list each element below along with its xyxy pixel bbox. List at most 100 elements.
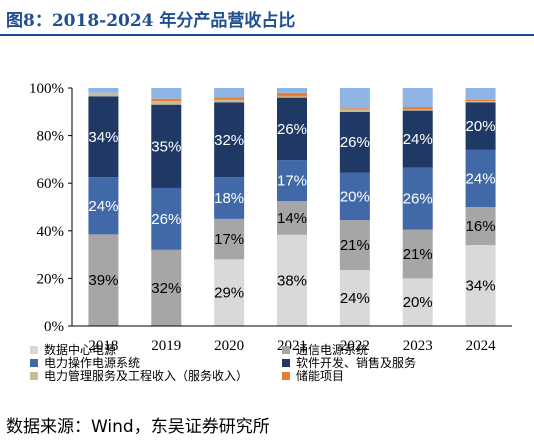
data-label: 20% — [340, 188, 370, 205]
data-label: 18% — [214, 190, 244, 207]
y-tick-label: 0% — [44, 319, 64, 335]
data-label: 20% — [466, 118, 496, 135]
data-label: 21% — [403, 246, 433, 263]
legend-label: 储能项目 — [296, 368, 344, 383]
y-tick-label: 100% — [29, 81, 64, 97]
data-label: 26% — [403, 191, 433, 208]
bar-segment — [88, 92, 119, 97]
bar-segment — [88, 177, 119, 235]
bar-segment — [277, 160, 307, 201]
bar-segment — [339, 111, 370, 173]
bar-segment — [402, 88, 433, 108]
bar-segment — [88, 88, 119, 93]
y-tick-label: 80% — [37, 129, 65, 145]
bar-segment — [151, 98, 182, 102]
figure-title: 图8：2018-2024 年分产品营收占比 — [6, 11, 296, 31]
data-label: 17% — [214, 231, 244, 248]
bar-segment — [465, 149, 496, 207]
data-label: 24% — [340, 290, 370, 307]
bar-segment — [465, 88, 496, 100]
x-tick-label: 2024 — [466, 338, 497, 354]
legend-swatch — [30, 359, 38, 367]
data-label: 24% — [466, 170, 496, 187]
bar-segment — [214, 177, 245, 219]
bar-segment — [277, 92, 307, 97]
y-tick-label: 40% — [37, 224, 65, 240]
data-label: 14% — [277, 210, 307, 227]
x-tick-label: 2019 — [151, 338, 181, 354]
legend-label: 数据中心电源 — [44, 342, 116, 357]
data-label: 24% — [403, 131, 433, 148]
bar-segment — [277, 88, 307, 93]
source-note: 数据来源：Wind，东吴证券研究所 — [6, 417, 270, 437]
bar-segment — [465, 245, 496, 326]
bar-segment — [402, 107, 433, 110]
bar-segment — [465, 102, 496, 150]
data-label: 20% — [403, 294, 433, 311]
bar-segment — [88, 96, 119, 178]
bar-segment — [214, 97, 245, 100]
data-label: 16% — [466, 218, 496, 235]
bar-segment — [214, 99, 245, 103]
legend-swatch — [30, 346, 38, 354]
bar-segment — [402, 278, 433, 326]
bar-segment — [151, 187, 182, 250]
bar-segment — [402, 110, 433, 168]
bar-segment — [465, 207, 496, 246]
data-label: 24% — [88, 198, 118, 215]
legend-swatch — [282, 372, 290, 380]
data-label: 34% — [88, 129, 118, 146]
bar-segment — [465, 101, 496, 103]
bar-segment — [277, 200, 307, 235]
data-label: 17% — [277, 173, 307, 190]
y-tick-label: 60% — [37, 176, 65, 192]
bar-segment — [214, 102, 245, 178]
bar-segment — [277, 234, 307, 326]
legend-swatch — [282, 359, 290, 367]
bar-segment — [339, 109, 370, 112]
bar-segment — [214, 88, 245, 98]
data-label: 29% — [214, 285, 244, 302]
bar-segment — [339, 172, 370, 221]
legend-label: 通信电源系统 — [296, 343, 368, 357]
data-label: 39% — [88, 272, 118, 289]
bar-segment — [277, 97, 307, 161]
x-tick-label: 2018 — [88, 338, 118, 354]
bar-segment — [339, 270, 370, 326]
bar-segment — [214, 259, 245, 326]
data-label: 35% — [151, 138, 181, 155]
bar-segment — [339, 220, 370, 271]
legend-label: 软件开发、销售及服务 — [296, 355, 416, 370]
bar-segment — [151, 88, 182, 99]
y-axis: 0% 20% 40% 60% 80% 100% — [29, 81, 73, 335]
legend-label: 电力操作电源系统 — [44, 355, 140, 370]
bar-segment — [402, 229, 433, 279]
data-label: 38% — [277, 272, 307, 289]
x-tick-label: 2023 — [403, 338, 433, 354]
bars: 39% 24% 34% 32% 26% 35% 29% 17% 18% 32% 38% 14% 17% 2… — [88, 88, 496, 326]
data-label: 26% — [277, 121, 307, 138]
data-label: 21% — [340, 237, 370, 254]
title-divider — [0, 34, 534, 36]
data-label: 26% — [151, 211, 181, 228]
bar-segment — [465, 99, 496, 102]
bar-segment — [339, 88, 370, 109]
x-axis: 2018 2019 2020 2021 2022 2023 2024 — [72, 325, 512, 354]
bar-segment — [277, 96, 307, 98]
x-tick-label: 2022 — [340, 338, 370, 354]
bar-segment — [402, 109, 433, 111]
legend-swatch — [30, 372, 38, 380]
bar-segment — [88, 234, 119, 326]
x-tick-label: 2020 — [214, 338, 244, 354]
bar-segment — [151, 249, 182, 326]
data-label: 26% — [340, 134, 370, 151]
data-label: 32% — [214, 132, 244, 149]
data-label: 34% — [466, 278, 496, 295]
bar-segment — [214, 218, 245, 260]
bar-segment — [339, 108, 370, 110]
legend-swatch — [282, 346, 290, 354]
bar-segment — [151, 104, 182, 188]
bar-segment — [151, 101, 182, 105]
